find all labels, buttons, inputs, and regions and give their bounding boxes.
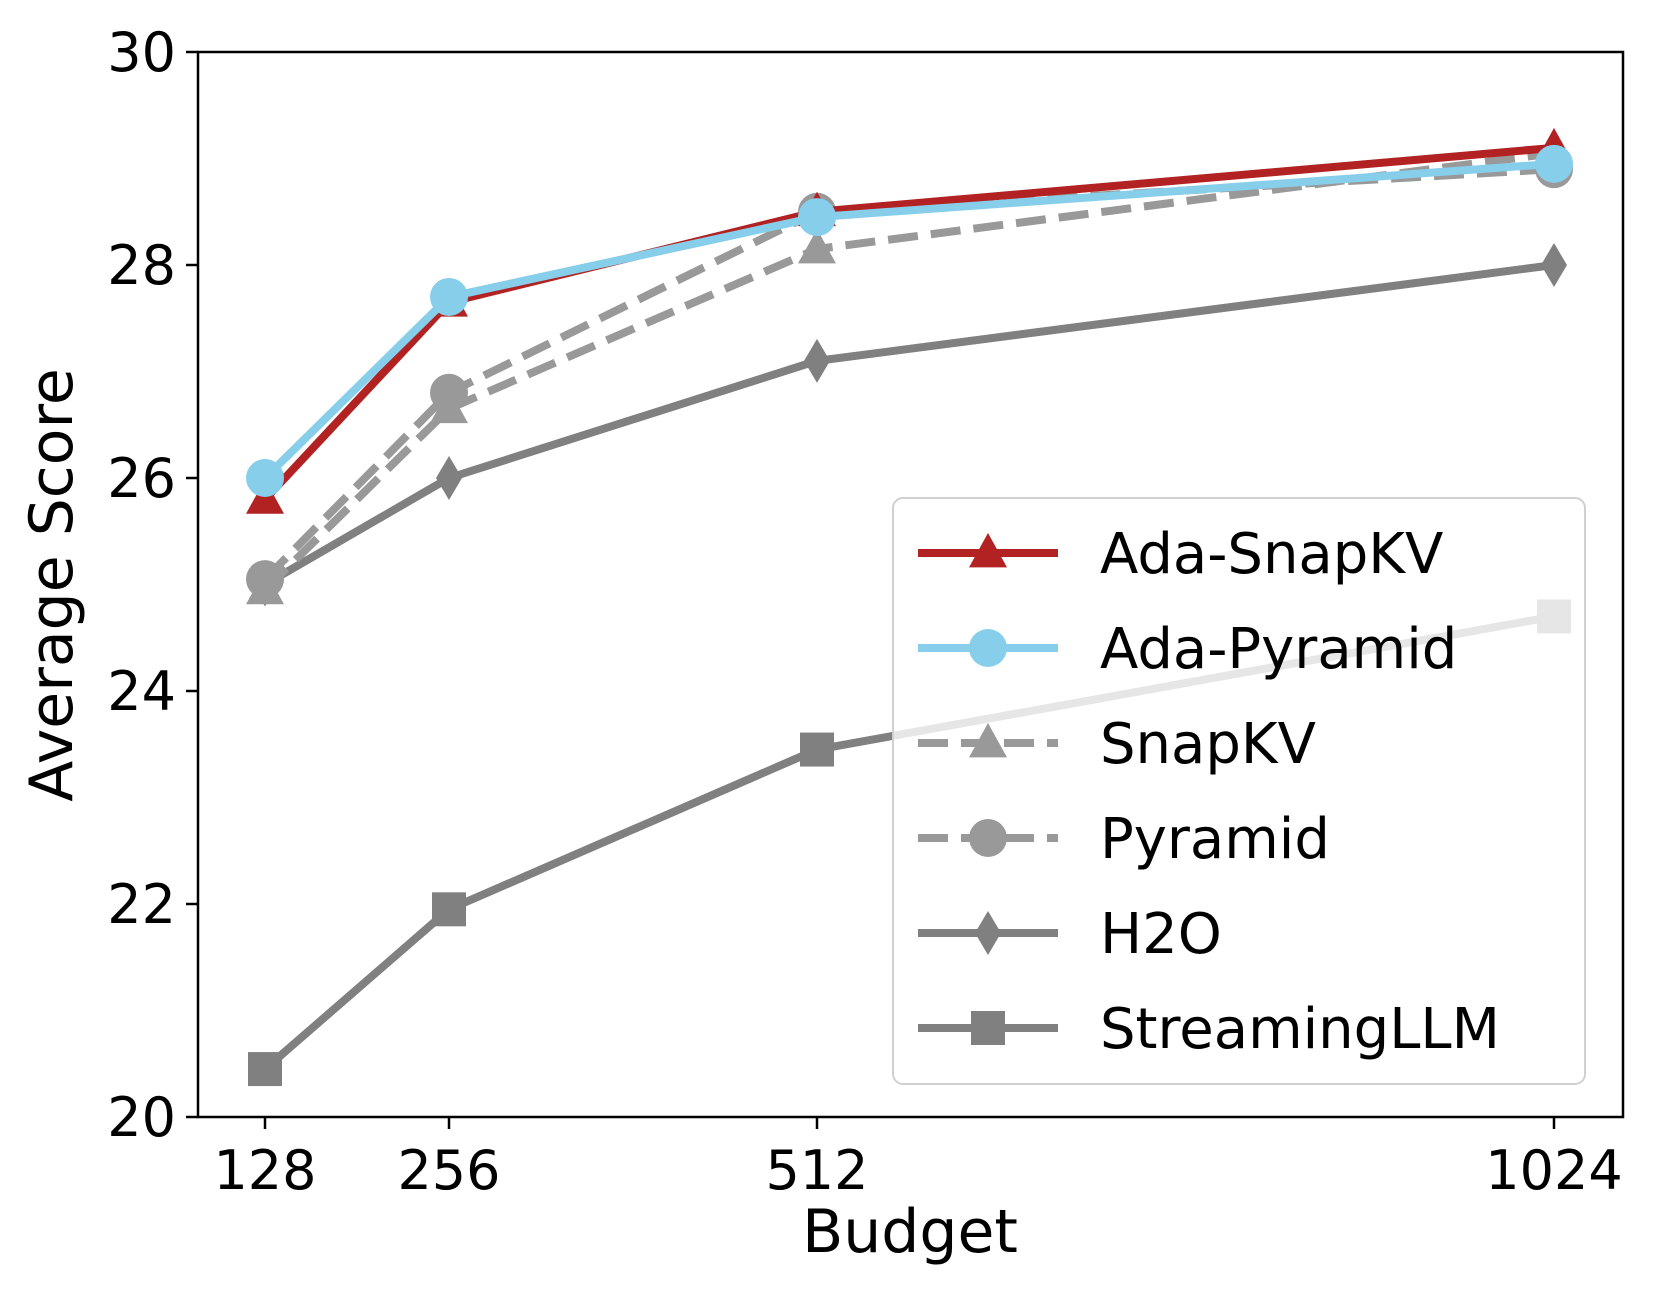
data-point-ada-pyramid: [1535, 144, 1573, 183]
legend-item-snapkv: SnapKV: [918, 712, 1316, 777]
legend-item-ada-pyramid: Ada-Pyramid: [918, 617, 1457, 682]
data-point-ada-pyramid: [798, 198, 836, 237]
legend-box: [892, 497, 1586, 1085]
series-ada-pyramid: [246, 144, 1573, 497]
series-ada-snapkv: [246, 127, 1573, 514]
legend-swatch-marker: [969, 629, 1007, 667]
legend-item-streamingllm: StreamingLLM: [918, 997, 1500, 1062]
legend-label: Ada-SnapKV: [1100, 522, 1443, 587]
data-point-snapkv: [246, 569, 284, 605]
series-line-h2o: [262, 261, 1555, 588]
y-tick-label: 30: [107, 21, 176, 84]
series-line-snapkv: [262, 149, 1555, 593]
legend-label: SnapKV: [1100, 712, 1316, 777]
legend-item-pyramid: Pyramid: [918, 807, 1330, 872]
x-tick-label: 128: [213, 1139, 316, 1202]
legend-swatch-marker: [969, 819, 1007, 857]
data-point-snapkv: [798, 229, 836, 264]
legend-label: Pyramid: [1100, 807, 1330, 872]
legend-item-ada-snapkv: Ada-SnapKV: [918, 522, 1443, 587]
legend-label: StreamingLLM: [1100, 997, 1500, 1062]
x-axis-label: Budget: [802, 1197, 1018, 1267]
legend-label: H2O: [1100, 902, 1222, 967]
y-tick-label: 28: [107, 234, 176, 297]
x-axis: 128 256 512 1024: [213, 1117, 1623, 1202]
data-point-snapkv: [430, 388, 468, 424]
x-tick-label: 1024: [1485, 1139, 1622, 1202]
series-line-ada-pyramid: [262, 159, 1555, 481]
data-point-h2o: [436, 456, 462, 500]
data-point-h2o: [804, 338, 830, 383]
legend-item-h2o: H2O: [918, 902, 1222, 967]
y-tick-label: 20: [107, 1086, 176, 1149]
legend-swatch-marker: [969, 723, 1007, 758]
y-tick-label: 26: [107, 447, 176, 510]
y-tick-label: 22: [107, 873, 176, 936]
y-axis-label: Average Score: [17, 368, 87, 802]
series-line-ada-snapkv: [262, 143, 1555, 503]
legend-items: Ada-SnapKV Ada-Pyramid SnapKV Pyramid H2O Str…: [918, 522, 1500, 1062]
y-axis: 20 22 24 26 28 30: [107, 21, 198, 1149]
plot-frame: [196, 50, 1625, 1119]
data-point-ada-pyramid: [430, 277, 468, 316]
x-tick-label: 256: [397, 1139, 500, 1202]
data-point-streamingllm: [800, 732, 834, 767]
data-point-ada-pyramid: [246, 459, 284, 497]
legend-swatch-marker: [969, 533, 1007, 568]
y-tick-label: 24: [107, 660, 176, 723]
legend-swatch-marker: [975, 911, 1001, 955]
legend: Ada-SnapKV Ada-Pyramid SnapKV Pyramid H2O Str…: [892, 497, 1586, 1085]
legend-label: Ada-Pyramid: [1100, 617, 1457, 682]
data-point-h2o: [1541, 243, 1567, 287]
legend-swatch-marker: [971, 1011, 1005, 1045]
data-point-streamingllm: [432, 892, 466, 927]
data-point-streamingllm: [248, 1052, 282, 1087]
x-tick-label: 512: [765, 1139, 868, 1202]
